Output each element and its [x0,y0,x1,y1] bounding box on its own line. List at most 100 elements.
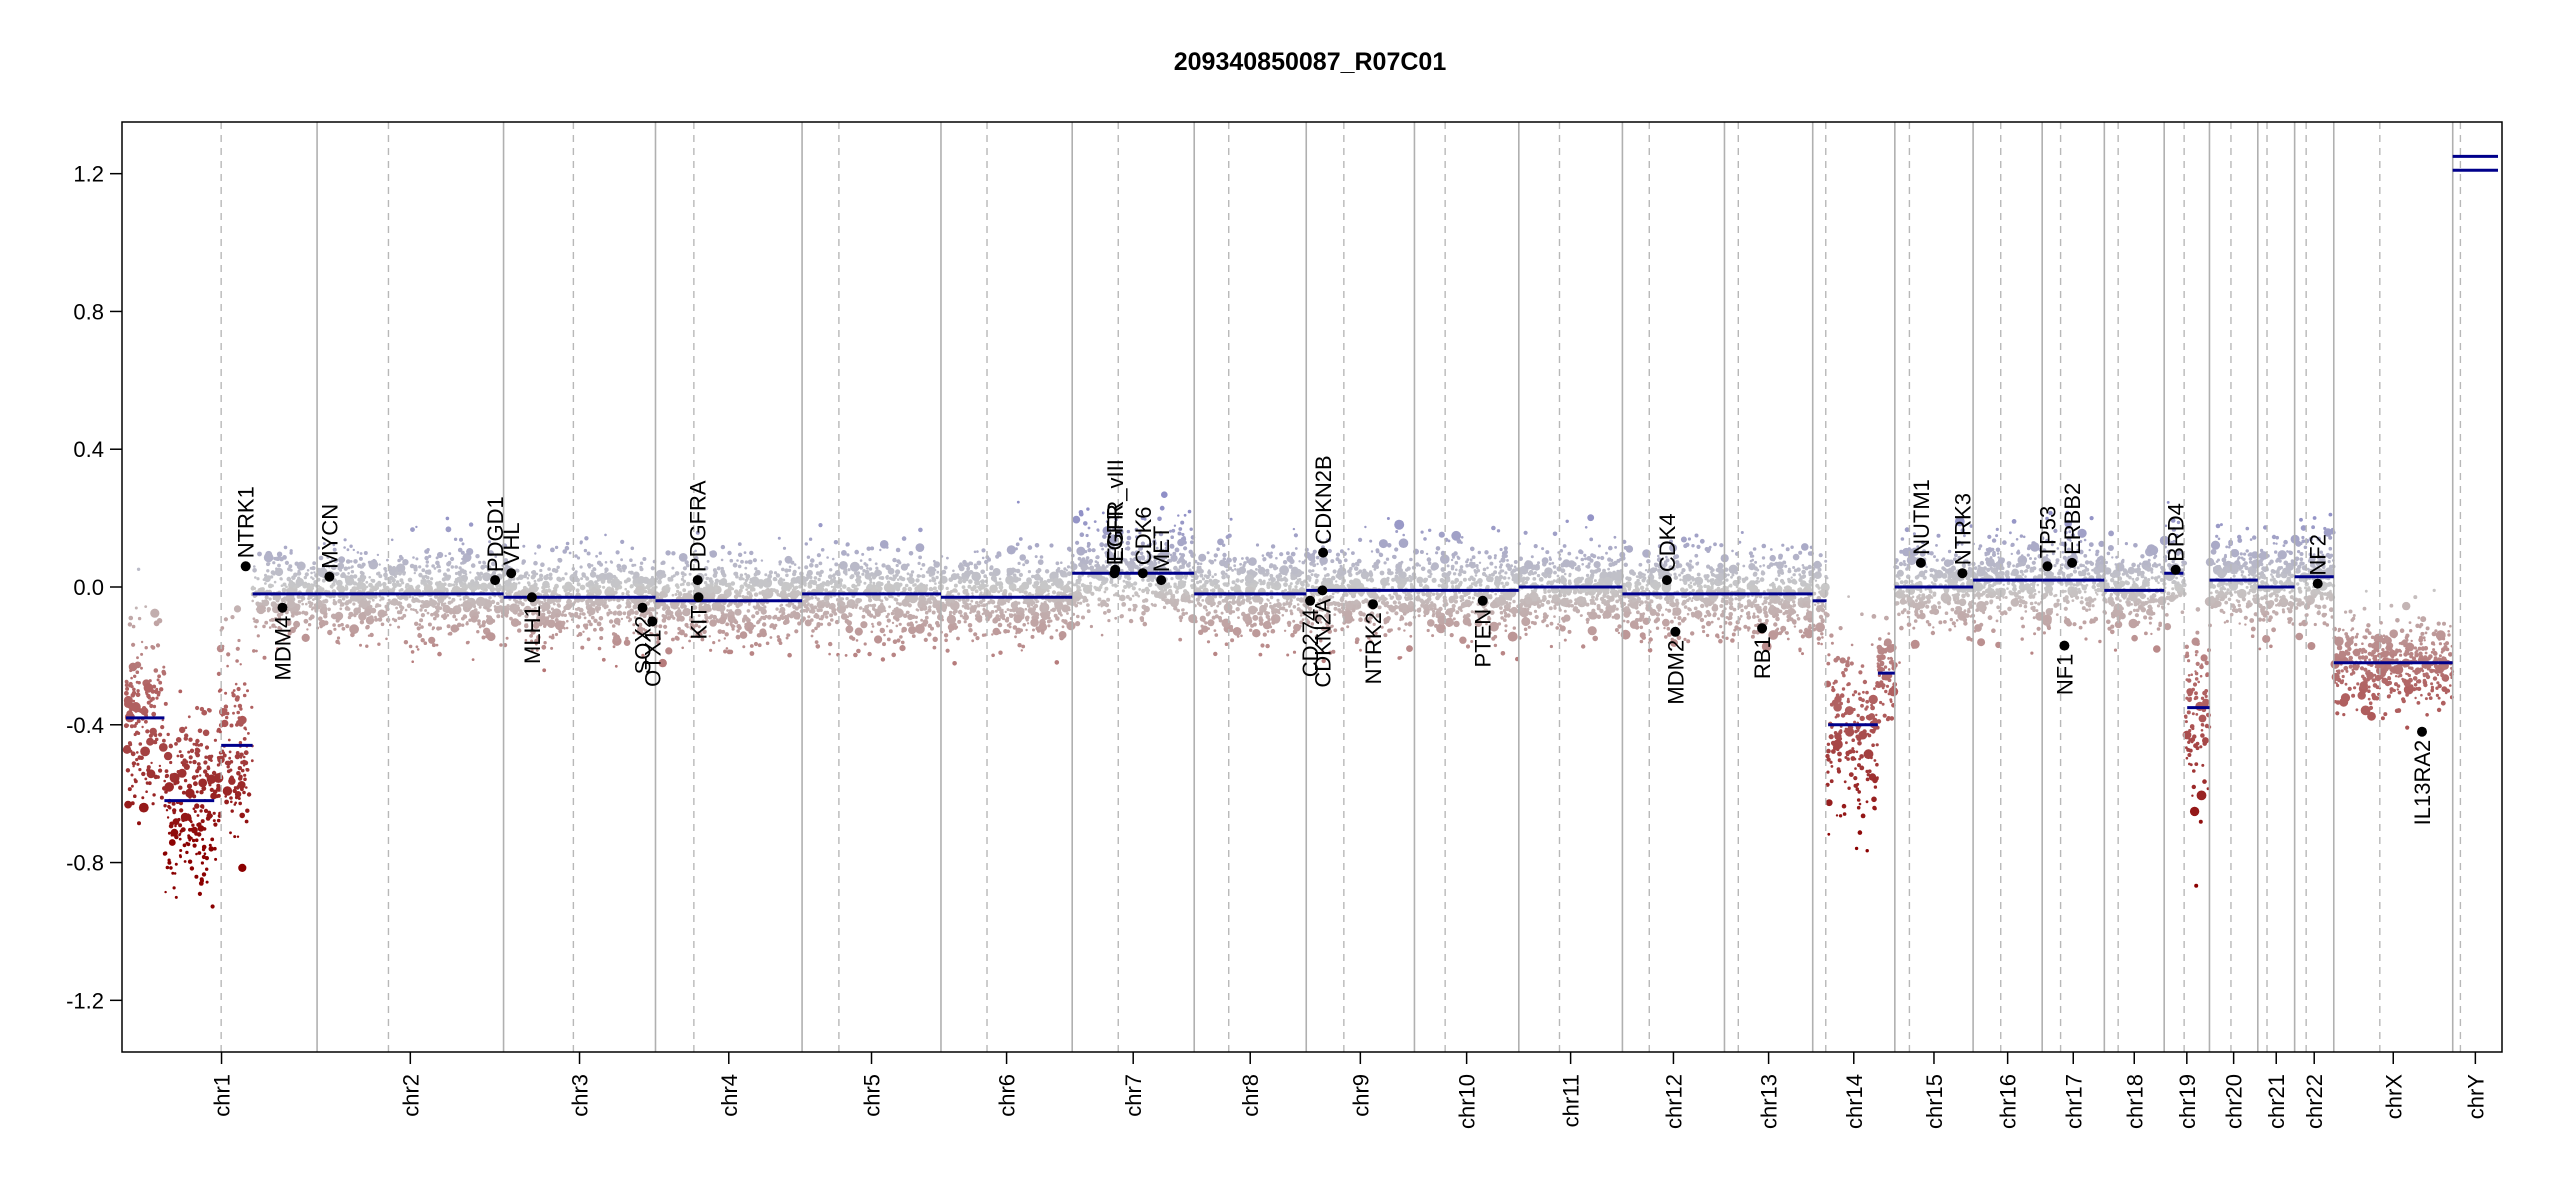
probe-point [995,614,1000,619]
probe-point [574,611,579,616]
probe-point [352,548,355,552]
probe-point [647,590,651,595]
probe-point [382,581,387,587]
probe-point [340,622,344,627]
probe-point [598,562,604,567]
probe-point [166,816,170,819]
probe-point [967,584,972,589]
probe-point [604,533,607,537]
probe-point [395,580,400,584]
probe-point [1022,601,1026,604]
probe-point [725,622,730,627]
probe-point [831,609,836,614]
probe-point [828,606,832,610]
probe-point [486,607,491,613]
probe-point [953,609,958,614]
probe-point [418,565,422,569]
probe-point [828,652,831,656]
probe-point [1074,603,1079,608]
probe-point [618,581,623,585]
probe-point [1008,625,1012,629]
probe-point [234,795,239,800]
probe-point [606,613,610,617]
probe-point [174,742,178,746]
probe-point [918,589,923,593]
probe-point [749,644,754,648]
probe-point [494,587,500,592]
probe-point [254,619,259,624]
probe-point [720,569,725,574]
probe-point [271,623,276,628]
probe-point [1264,604,1268,608]
probe-point [216,818,221,823]
probe-point [1265,551,1271,557]
probe-point [282,638,286,642]
probe-point [1027,545,1033,550]
probe-point [124,679,129,684]
probe-point [395,606,398,610]
probe-point [579,584,586,591]
probe-point [1075,621,1081,627]
probe-point [196,767,200,771]
probe-point [277,616,282,620]
probe-point [488,574,492,577]
probe-point [130,751,136,757]
probe-point [377,609,386,618]
probe-point [1035,569,1041,574]
probe-point [1183,597,1187,601]
probe-point [844,604,849,609]
probe-point [204,755,208,759]
probe-point [174,834,179,840]
probe-point [174,824,177,828]
probe-point [404,608,408,612]
probe-point [1216,547,1220,551]
probe-point [454,618,458,621]
probe-point [427,622,432,627]
probe-point [1286,551,1290,556]
probe-point [297,599,302,604]
probe-point [136,689,140,693]
probe-point [631,599,635,604]
probe-point [235,659,239,663]
probe-point [153,774,159,780]
probe-point [1213,651,1218,657]
probe-point [545,589,548,592]
probe-point [461,561,465,565]
probe-point [1292,605,1297,609]
probe-point [760,631,767,638]
probe-point [870,630,874,634]
probe-point [581,612,586,616]
probe-point [377,642,381,646]
probe-point [139,755,144,760]
probe-point [991,572,995,575]
probe-point [932,645,937,650]
probe-point [425,560,429,564]
probe-point [871,625,875,628]
probe-point [923,637,928,643]
probe-point [323,611,328,617]
probe-point [671,593,675,597]
probe-point [192,794,197,799]
probe-point [577,615,582,620]
probe-point [318,617,323,621]
probe-point [1196,565,1201,570]
probe-point [1111,583,1115,587]
probe-point [1264,611,1269,616]
probe-point [1264,620,1271,627]
probe-point [445,589,449,594]
probe-point [595,574,600,579]
probe-point [252,568,257,573]
probe-point [224,795,227,798]
probe-point [1134,591,1138,596]
probe-point [1097,529,1100,532]
probe-point [1296,597,1300,601]
probe-point [763,605,767,609]
probe-point [324,563,329,568]
probe-point [282,587,286,592]
probe-point [178,801,184,806]
probe-point [1086,556,1090,560]
probe-point [661,573,667,578]
probe-point [138,742,143,746]
probe-point [1004,610,1007,614]
probe-point [967,623,973,628]
